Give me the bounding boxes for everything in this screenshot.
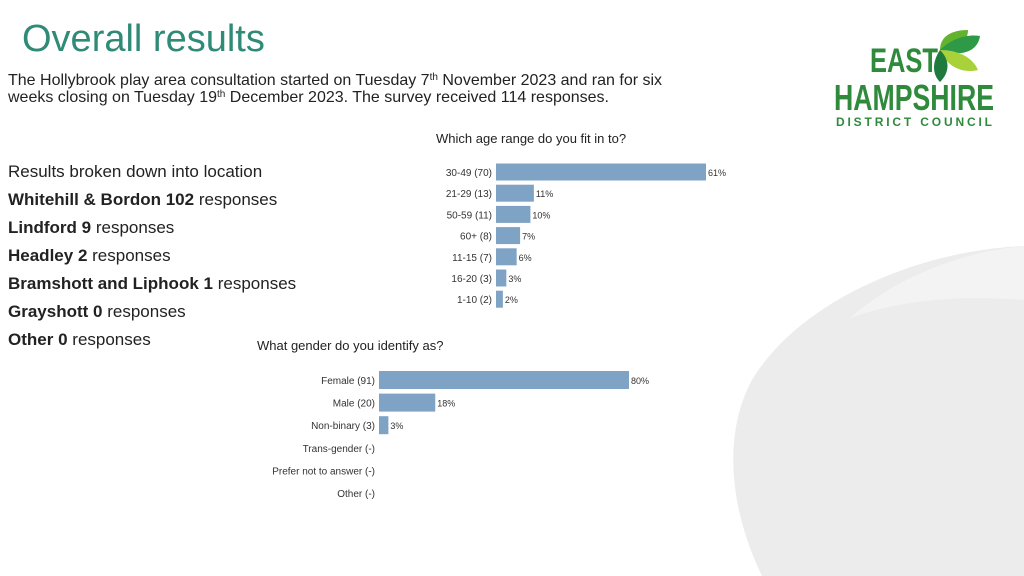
data-label: 3% [508, 274, 521, 284]
logo-line-3: DISTRICT COUNCIL [836, 115, 992, 129]
location-item: Grayshott 0 responses [8, 302, 296, 330]
gender-chart: What gender do you identify as? Female (9… [257, 338, 649, 500]
location-item: Lindford 9 responses [8, 218, 296, 246]
location-count: 9 [81, 218, 92, 237]
location-name: Bramshott and Liphook [8, 274, 199, 293]
category-label: Male (20) [333, 399, 375, 410]
location-count: 102 [165, 190, 195, 209]
category-label: Non-binary (3) [311, 421, 375, 432]
age-range-chart: Which age range do you fit in to? 30-49 (… [436, 131, 726, 308]
bar [379, 393, 436, 412]
data-label: 18% [437, 399, 455, 409]
location-suffix: responses [198, 190, 278, 209]
chart-title: Which age range do you fit in to? [436, 131, 626, 146]
locations-heading: Results broken down into location [8, 162, 263, 181]
location-name: Other [8, 330, 54, 349]
logo-line-2: HAMPSHIRE [834, 77, 994, 118]
page-title: Overall results [22, 18, 265, 60]
leaf-icon [934, 30, 980, 82]
location-suffix: responses [107, 302, 186, 321]
location-item: Bramshott and Liphook 1 responses [8, 274, 296, 302]
logo-line-1: EAST [870, 42, 938, 80]
intro-text-3: December 2023. The survey received 114 r… [225, 89, 609, 106]
location-count: 1 [203, 274, 213, 293]
category-label: 50-59 (11) [447, 210, 492, 221]
bar [496, 184, 534, 202]
locations-list: Whitehill & Bordon 102 responses Lindfor… [8, 190, 296, 358]
location-count: 0 [93, 302, 103, 321]
intro-sup-2: th [217, 89, 226, 100]
bar [496, 269, 507, 287]
category-label: Prefer not to answer (-) [272, 466, 375, 477]
location-name: Lindford [8, 218, 77, 237]
bar [496, 248, 517, 266]
intro-paragraph: The Hollybrook play area consultation st… [8, 72, 708, 106]
intro-text-1: The Hollybrook play area consultation st… [8, 72, 430, 89]
category-label: Trans-gender (-) [303, 444, 375, 455]
category-label: 21-29 (13) [446, 189, 492, 200]
category-label: 30-49 (70) [446, 168, 492, 179]
intro-text-2: November 2023 and ran for six weeks clos… [8, 72, 663, 106]
location-item: Whitehill & Bordon 102 responses [8, 190, 296, 218]
data-label: 80% [631, 376, 649, 386]
location-suffix: responses [92, 246, 171, 265]
location-count: 2 [77, 246, 88, 265]
chart-title: What gender do you identify as? [257, 338, 443, 353]
council-logo: EAST HAMPSHIRE DISTRICT COUNCIL [834, 30, 994, 129]
bar [496, 205, 531, 223]
category-label: 60+ (8) [460, 232, 492, 243]
data-label: 7% [522, 232, 535, 242]
location-count: 0 [58, 330, 68, 349]
bar [379, 416, 389, 435]
data-label: 61% [708, 168, 726, 178]
category-label: 1-10 (2) [457, 295, 492, 306]
category-label: Other (-) [337, 489, 375, 500]
location-name: Grayshott [8, 302, 94, 321]
location-name: Whitehill & Bordon [8, 190, 161, 209]
category-label: Female (91) [321, 376, 375, 387]
location-suffix: responses [217, 274, 297, 293]
category-label: 11-15 (7) [452, 253, 492, 264]
bar [496, 227, 521, 245]
location-item: Other 0 responses [8, 330, 296, 358]
data-label: 3% [390, 421, 403, 431]
location-suffix: responses [72, 330, 151, 349]
data-label: 10% [532, 210, 550, 220]
category-label: 16-20 (3) [451, 274, 492, 285]
data-label: 11% [536, 189, 553, 199]
location-item: Headley 2 responses [8, 246, 296, 274]
bar [496, 290, 503, 308]
data-label: 2% [505, 295, 518, 305]
data-label: 6% [519, 253, 532, 263]
intro-sup-1: th [429, 72, 438, 83]
bar [379, 371, 629, 389]
bar [496, 163, 706, 181]
location-name: Headley [8, 246, 74, 265]
location-suffix: responses [95, 218, 175, 237]
